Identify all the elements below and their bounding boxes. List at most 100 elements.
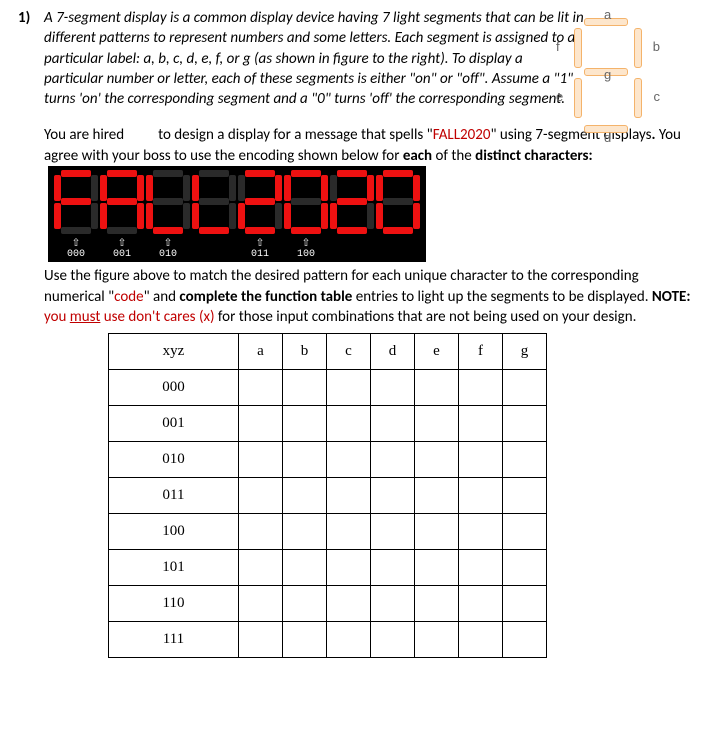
question-number: 1) — [18, 8, 44, 28]
cell-empty — [459, 406, 503, 442]
row-code: 001 — [109, 406, 239, 442]
cell-empty — [459, 550, 503, 586]
cell-empty — [415, 370, 459, 406]
cell-empty — [371, 586, 415, 622]
cell-empty — [327, 442, 371, 478]
cell-empty — [415, 442, 459, 478]
cell-empty — [371, 514, 415, 550]
code-label: ⇧001 — [100, 236, 144, 261]
function-table: xyzabcdefg 000001010011100101110111 — [108, 333, 547, 658]
cell-empty — [327, 514, 371, 550]
cell-empty — [239, 406, 283, 442]
cell-empty — [415, 550, 459, 586]
cell-empty — [415, 514, 459, 550]
cell-empty — [503, 478, 547, 514]
table-row: 000 — [109, 370, 547, 406]
cell-empty — [503, 370, 547, 406]
table-row: 100 — [109, 514, 547, 550]
cell-empty — [327, 370, 371, 406]
cell-empty — [415, 586, 459, 622]
cell-empty — [503, 586, 547, 622]
header-segment: c — [327, 334, 371, 370]
cell-empty — [327, 478, 371, 514]
cell-empty — [503, 514, 547, 550]
instruction-paragraph: Use the figure above to match the desire… — [44, 266, 694, 327]
table-row: 101 — [109, 550, 547, 586]
row-code: 100 — [109, 514, 239, 550]
segment-label-g: g — [604, 66, 611, 84]
cell-empty — [327, 622, 371, 658]
cell-empty — [327, 586, 371, 622]
row-code: 000 — [109, 370, 239, 406]
header-segment: d — [371, 334, 415, 370]
code-label — [192, 236, 236, 261]
display-digit — [284, 170, 328, 234]
cell-empty — [283, 478, 327, 514]
cell-empty — [459, 622, 503, 658]
display-digit — [100, 170, 144, 234]
row-code: 110 — [109, 586, 239, 622]
header-segment: b — [283, 334, 327, 370]
cell-empty — [283, 550, 327, 586]
display-digit — [192, 170, 236, 234]
cell-empty — [415, 622, 459, 658]
header-segment: g — [503, 334, 547, 370]
cell-empty — [503, 550, 547, 586]
code-label: ⇧010 — [146, 236, 190, 261]
display-digit — [238, 170, 282, 234]
table-row: 010 — [109, 442, 547, 478]
display-digit — [146, 170, 190, 234]
segment-label-c: c — [654, 88, 661, 106]
code-label — [330, 236, 374, 261]
fall2020-display: ⇧000⇧001⇧010 ⇧011⇧100 — [48, 166, 426, 263]
code-label: ⇧100 — [284, 236, 328, 261]
cell-empty — [459, 586, 503, 622]
cell-empty — [239, 478, 283, 514]
cell-empty — [239, 550, 283, 586]
cell-empty — [503, 406, 547, 442]
display-digit — [54, 170, 98, 234]
display-digit — [376, 170, 420, 234]
cell-empty — [503, 442, 547, 478]
segment-label-f: f — [556, 38, 560, 56]
cell-empty — [283, 406, 327, 442]
table-row: 001 — [109, 406, 547, 442]
cell-empty — [283, 622, 327, 658]
cell-empty — [459, 442, 503, 478]
segment-label-b: b — [653, 38, 660, 56]
cell-empty — [283, 442, 327, 478]
cell-empty — [239, 622, 283, 658]
cell-empty — [239, 586, 283, 622]
segment-label-d: d — [604, 129, 611, 147]
table-row: 011 — [109, 478, 547, 514]
header-segment: a — [239, 334, 283, 370]
header-segment: f — [459, 334, 503, 370]
code-label: ⇧000 — [54, 236, 98, 261]
cell-empty — [371, 622, 415, 658]
cell-empty — [283, 370, 327, 406]
cell-empty — [371, 406, 415, 442]
table-row: 111 — [109, 622, 547, 658]
row-code: 111 — [109, 622, 239, 658]
segment-label-e: e — [556, 88, 563, 106]
task-paragraph: You are hired to design a display for a … — [44, 125, 694, 262]
header-xyz: xyz — [109, 334, 239, 370]
cell-empty — [327, 406, 371, 442]
cell-empty — [371, 550, 415, 586]
row-code: 101 — [109, 550, 239, 586]
cell-empty — [283, 514, 327, 550]
header-segment: e — [415, 334, 459, 370]
cell-empty — [459, 514, 503, 550]
row-code: 010 — [109, 442, 239, 478]
cell-empty — [415, 478, 459, 514]
cell-empty — [459, 370, 503, 406]
cell-empty — [327, 550, 371, 586]
seven-segment-diagram: a b c d e f g — [554, 18, 664, 133]
code-label: ⇧011 — [238, 236, 282, 261]
cell-empty — [239, 442, 283, 478]
cell-empty — [239, 370, 283, 406]
segment-label-a: a — [604, 6, 611, 24]
cell-empty — [371, 370, 415, 406]
table-row: 110 — [109, 586, 547, 622]
cell-empty — [371, 478, 415, 514]
